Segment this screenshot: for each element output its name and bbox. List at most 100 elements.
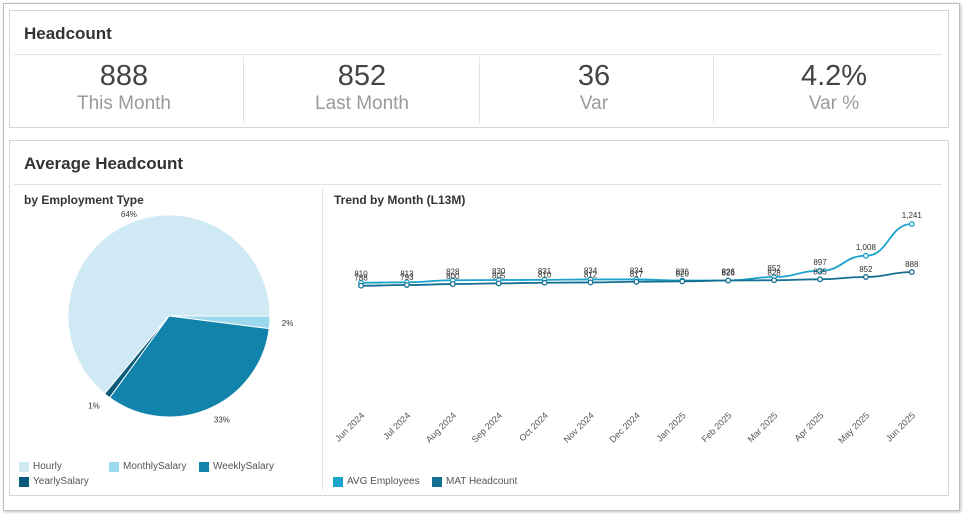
headcount-title: Headcount: [24, 24, 112, 43]
data-label: 826: [722, 269, 736, 278]
data-point: [817, 267, 823, 274]
kpi-separator: [479, 57, 480, 123]
data-label: 852: [767, 264, 781, 273]
x-tick-label: Mar 2025: [746, 410, 780, 444]
data-label: 788: [354, 274, 368, 283]
legend-label: MAT Headcount: [446, 476, 518, 487]
legend-label: MonthlySalary: [123, 461, 187, 472]
pie-data-label: 64%: [121, 210, 137, 219]
x-tick-label: Apr 2025: [793, 410, 826, 443]
legend-swatch: [333, 476, 343, 487]
data-label: 826: [722, 268, 736, 277]
kpi-this-month: 888 This Month: [10, 56, 238, 124]
data-point: [633, 278, 640, 285]
data-label: 810: [538, 271, 552, 280]
chart-separator: [322, 188, 323, 490]
legend-item-monthlysalary[interactable]: MonthlySalary: [109, 461, 186, 472]
legend-item-hourly[interactable]: Hourly: [19, 461, 62, 472]
kpi-separator: [713, 57, 714, 123]
kpi-last-month: 852 Last Month: [248, 56, 476, 124]
data-label: 826: [676, 268, 690, 277]
data-point: [358, 282, 364, 289]
average-divider: [14, 184, 942, 185]
data-point: [908, 221, 915, 227]
kpi-var-value: 36: [577, 60, 611, 92]
legend-swatch: [432, 476, 442, 487]
data-point: [862, 252, 869, 259]
pie-slice-hourly: [67, 214, 271, 395]
data-point: [771, 277, 778, 284]
x-tick-label: Nov 2024: [562, 410, 596, 444]
legend-label: YearlySalary: [33, 476, 89, 487]
data-label: 830: [492, 267, 506, 276]
data-label: 888: [905, 260, 919, 269]
pie-chart: 64% 2% 33% 1%: [67, 210, 294, 425]
pie-title: by Employment Type: [24, 193, 144, 207]
kpi-var-pct: 4.2% Var %: [720, 56, 948, 124]
data-label: 1,241: [902, 211, 923, 220]
data-label: 852: [859, 265, 873, 274]
data-label: 834: [584, 266, 598, 275]
legend-swatch: [199, 461, 209, 472]
x-tick-label: Dec 2024: [607, 410, 641, 444]
data-label: 810: [354, 270, 368, 279]
pie-data-label: 2%: [282, 319, 294, 328]
pie-data-label: 1%: [88, 401, 100, 410]
data-point: [679, 278, 686, 285]
pie-slice-weeklysalary: [108, 315, 270, 418]
data-label: 835: [813, 267, 827, 276]
data-point: [908, 269, 915, 276]
kpi-var: 36 Var: [480, 56, 708, 124]
line-title: Trend by Month (L13M): [334, 193, 466, 207]
data-label: 828: [767, 268, 781, 277]
legend-label: Hourly: [33, 461, 62, 472]
x-tick-label: Oct 2024: [517, 410, 550, 443]
legend-item-weeklysalary[interactable]: WeeklySalary: [199, 461, 274, 472]
data-point: [817, 276, 823, 283]
pie-data-label: 33%: [214, 416, 230, 425]
x-tick-label: Jun 2025: [884, 410, 917, 443]
x-tick-label: Aug 2024: [424, 410, 458, 444]
data-label: 820: [676, 269, 690, 278]
kpi-last-month-value: 852: [337, 60, 387, 92]
data-label: 793: [400, 273, 414, 282]
data-label: 831: [538, 267, 552, 276]
legend-swatch: [19, 476, 29, 487]
legend-item-yearlysalary[interactable]: YearlySalary: [19, 476, 89, 487]
line-chart: Jun 2024 Jul 2024 Aug 2024 Sep 2024 Oct 2024…: [333, 211, 923, 445]
kpi-last-month-label: Last Month: [315, 93, 409, 114]
x-tick-label: Feb 2025: [700, 410, 734, 444]
kpi-separator: [243, 57, 244, 123]
headcount-divider: [14, 54, 942, 55]
data-label: 817: [630, 270, 644, 279]
legend-swatch: [109, 461, 119, 472]
data-point: [541, 279, 548, 286]
legend-label: WeeklySalary: [213, 461, 274, 472]
data-point: [725, 277, 732, 284]
kpi-this-month-value: 888: [99, 60, 149, 92]
kpi-var-label: Var: [579, 93, 609, 114]
x-tick-label: May 2025: [836, 410, 871, 445]
x-tick-label: Jul 2024: [381, 410, 412, 441]
x-tick-label: Jan 2025: [654, 410, 687, 443]
data-point: [862, 274, 869, 280]
kpi-var-pct-value: 4.2%: [800, 60, 868, 92]
data-label: 800: [446, 272, 460, 281]
pie-slice-yearlysalary: [103, 315, 170, 399]
data-label: 828: [446, 267, 460, 276]
data-label: 805: [492, 271, 506, 280]
data-point: [403, 282, 410, 288]
x-tick-label: Sep 2024: [470, 410, 504, 444]
legend-label: AVG Employees: [347, 476, 420, 487]
x-tick-label: Jun 2024: [333, 410, 366, 443]
legend-item-mat-headcount[interactable]: MAT Headcount: [432, 476, 517, 487]
legend-item-avg-employees[interactable]: AVG Employees: [333, 476, 420, 487]
legend-swatch: [19, 461, 29, 472]
data-label: 897: [813, 258, 827, 267]
data-label: 834: [630, 266, 644, 275]
data-point: [495, 280, 502, 287]
data-point: [449, 281, 456, 288]
data-label: 1,008: [856, 243, 877, 252]
average-headcount-title: Average Headcount: [24, 154, 184, 173]
data-point: [587, 279, 594, 286]
